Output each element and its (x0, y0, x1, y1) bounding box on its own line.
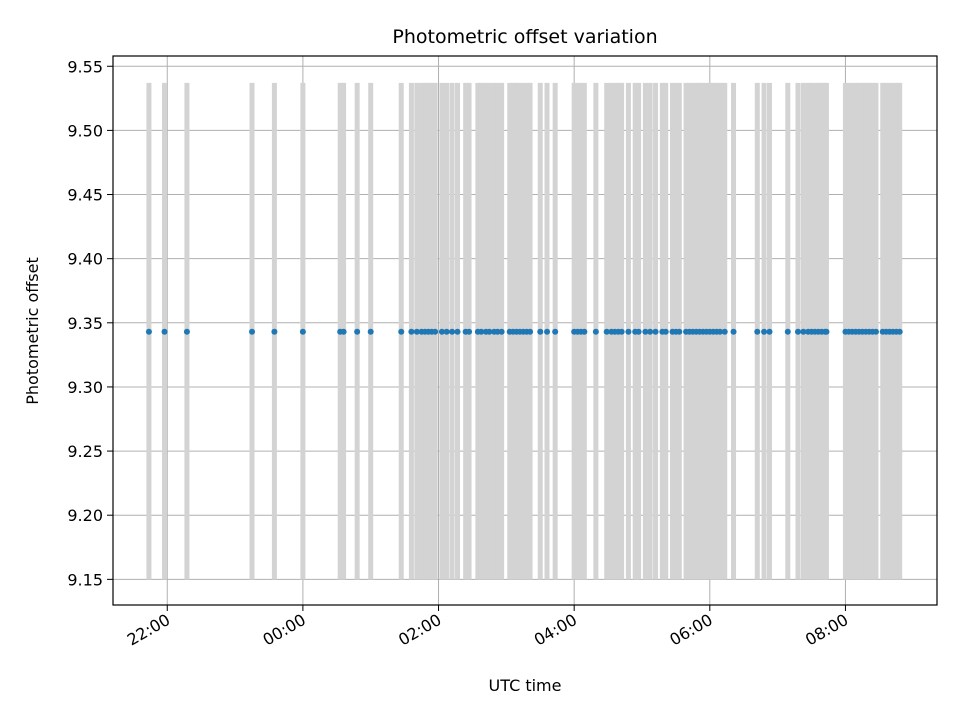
data-point (754, 328, 761, 335)
data-point (527, 328, 534, 335)
data-point (299, 328, 306, 335)
y-tick-label: 9.50 (67, 121, 103, 140)
data-point (603, 328, 610, 335)
data-point (652, 328, 659, 335)
data-point (443, 328, 450, 335)
data-point (486, 328, 493, 335)
data-point (823, 328, 830, 335)
data-point (537, 328, 544, 335)
y-tick-label: 9.55 (67, 57, 103, 76)
data-point (800, 328, 807, 335)
data-point (432, 328, 439, 335)
y-tick-label: 9.45 (67, 186, 103, 205)
data-point (581, 328, 588, 335)
data-point (183, 328, 190, 335)
y-tick-label: 9.15 (67, 570, 103, 589)
x-axis-label: UTC time (489, 676, 562, 695)
data-point (642, 328, 649, 335)
data-point (478, 328, 485, 335)
chart-title: Photometric offset variation (392, 26, 657, 48)
data-point (408, 328, 415, 335)
data-point (438, 328, 445, 335)
data-point (454, 328, 461, 335)
points-layer (145, 328, 903, 335)
y-tick-label: 9.35 (67, 314, 103, 333)
data-point (161, 328, 168, 335)
data-point (498, 328, 505, 335)
data-point (544, 328, 551, 335)
data-point (618, 328, 625, 335)
data-point (761, 328, 768, 335)
y-tick-label: 9.30 (67, 378, 103, 397)
data-point (354, 328, 361, 335)
data-point (784, 328, 791, 335)
y-tick-label: 9.40 (67, 250, 103, 269)
data-point (676, 328, 683, 335)
data-point (449, 328, 456, 335)
data-point (367, 328, 374, 335)
data-point (145, 328, 152, 335)
y-axis-label: Photometric offset (23, 257, 42, 405)
data-point (592, 328, 599, 335)
y-tick-label: 9.25 (67, 442, 103, 461)
plot-frame (112, 55, 938, 606)
data-point (896, 328, 903, 335)
y-tick-label: 9.20 (67, 506, 103, 525)
data-point (730, 328, 737, 335)
data-point (552, 328, 559, 335)
data-point (662, 328, 669, 335)
data-point (340, 328, 347, 335)
data-point (466, 328, 473, 335)
data-point (716, 328, 723, 335)
data-point (721, 328, 728, 335)
data-point (872, 328, 879, 335)
data-point (766, 328, 773, 335)
data-point (635, 328, 642, 335)
data-point (625, 328, 632, 335)
data-point (271, 328, 278, 335)
y-axis-ticks: 9.15 9.20 9.25 9.30 9.35 9.40 9.45 9.50 9.55 (67, 57, 113, 589)
data-point (249, 328, 256, 335)
data-point (647, 328, 654, 335)
data-point (398, 328, 405, 335)
data-point (413, 328, 420, 335)
data-point (794, 328, 801, 335)
